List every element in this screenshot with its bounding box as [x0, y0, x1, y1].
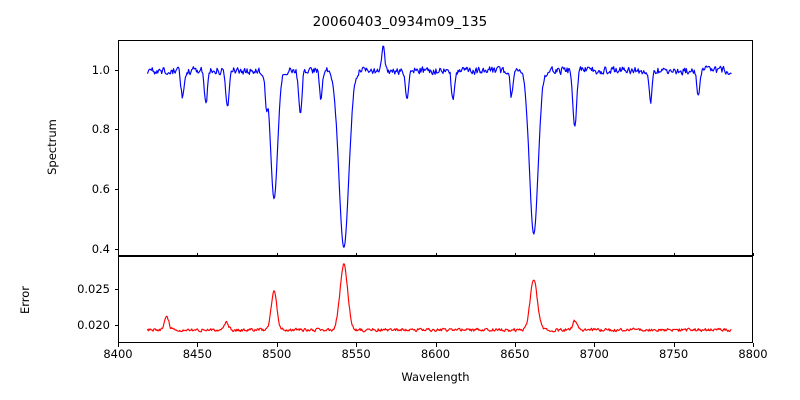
- x-tick-label: 8750: [658, 347, 689, 361]
- x-tick-label: 8500: [262, 347, 292, 361]
- spectrum-x-tick: [594, 252, 596, 256]
- spectrum-y-tick: [114, 129, 118, 131]
- error-y-tick-label: 0.025: [77, 281, 110, 296]
- x-tick: [514, 343, 516, 347]
- error-y-tick: [114, 288, 118, 290]
- spectrum-x-tick: [753, 252, 755, 256]
- x-tick-label: 8550: [341, 347, 371, 361]
- x-tick: [435, 343, 437, 347]
- spectrum-x-tick: [276, 252, 278, 256]
- spectrum-y-tick: [114, 248, 118, 250]
- spectrum-x-tick: [514, 252, 516, 256]
- x-tick: [356, 343, 358, 347]
- error-y-axis-label: Error: [18, 285, 32, 315]
- x-tick: [594, 343, 596, 347]
- spectrum-y-tick-label: 1.0: [91, 62, 110, 77]
- error-plot-area: [118, 256, 753, 343]
- x-tick-label: 8650: [500, 347, 530, 361]
- x-tick: [118, 343, 120, 347]
- spectrum-y-tick: [114, 188, 118, 191]
- spectrum-x-tick: [673, 252, 675, 256]
- x-tick: [276, 343, 278, 347]
- x-tick-label: 8800: [738, 347, 768, 361]
- x-axis-label: Wavelength: [401, 370, 470, 384]
- x-tick: [753, 343, 755, 347]
- x-tick-label: 8700: [579, 347, 609, 361]
- spectrum-line-series: [119, 41, 752, 255]
- x-tick: [197, 343, 199, 347]
- spectrum-x-tick: [356, 252, 358, 256]
- error-y-tick-label: 0.020: [77, 317, 110, 332]
- spectrum-x-tick: [435, 252, 437, 256]
- x-tick-label: 8600: [420, 347, 451, 361]
- spectrum-y-tick-label: 0.4: [91, 241, 110, 256]
- page-title: 20060403_0934m09_135: [312, 14, 488, 30]
- spectrum-y-tick-label: 0.6: [91, 181, 110, 196]
- spectrum-y-tick-label: 0.8: [91, 122, 110, 137]
- spectrum-x-tick: [118, 252, 120, 256]
- x-tick-label: 8450: [182, 347, 213, 361]
- error-y-tick: [114, 324, 118, 326]
- x-tick: [673, 343, 675, 347]
- spectrum-x-tick: [197, 252, 199, 256]
- spectrum-plot-area: [118, 40, 753, 256]
- error-line-series: [119, 257, 752, 342]
- x-tick-label: 8400: [103, 347, 133, 361]
- spectrum-y-tick: [114, 69, 118, 71]
